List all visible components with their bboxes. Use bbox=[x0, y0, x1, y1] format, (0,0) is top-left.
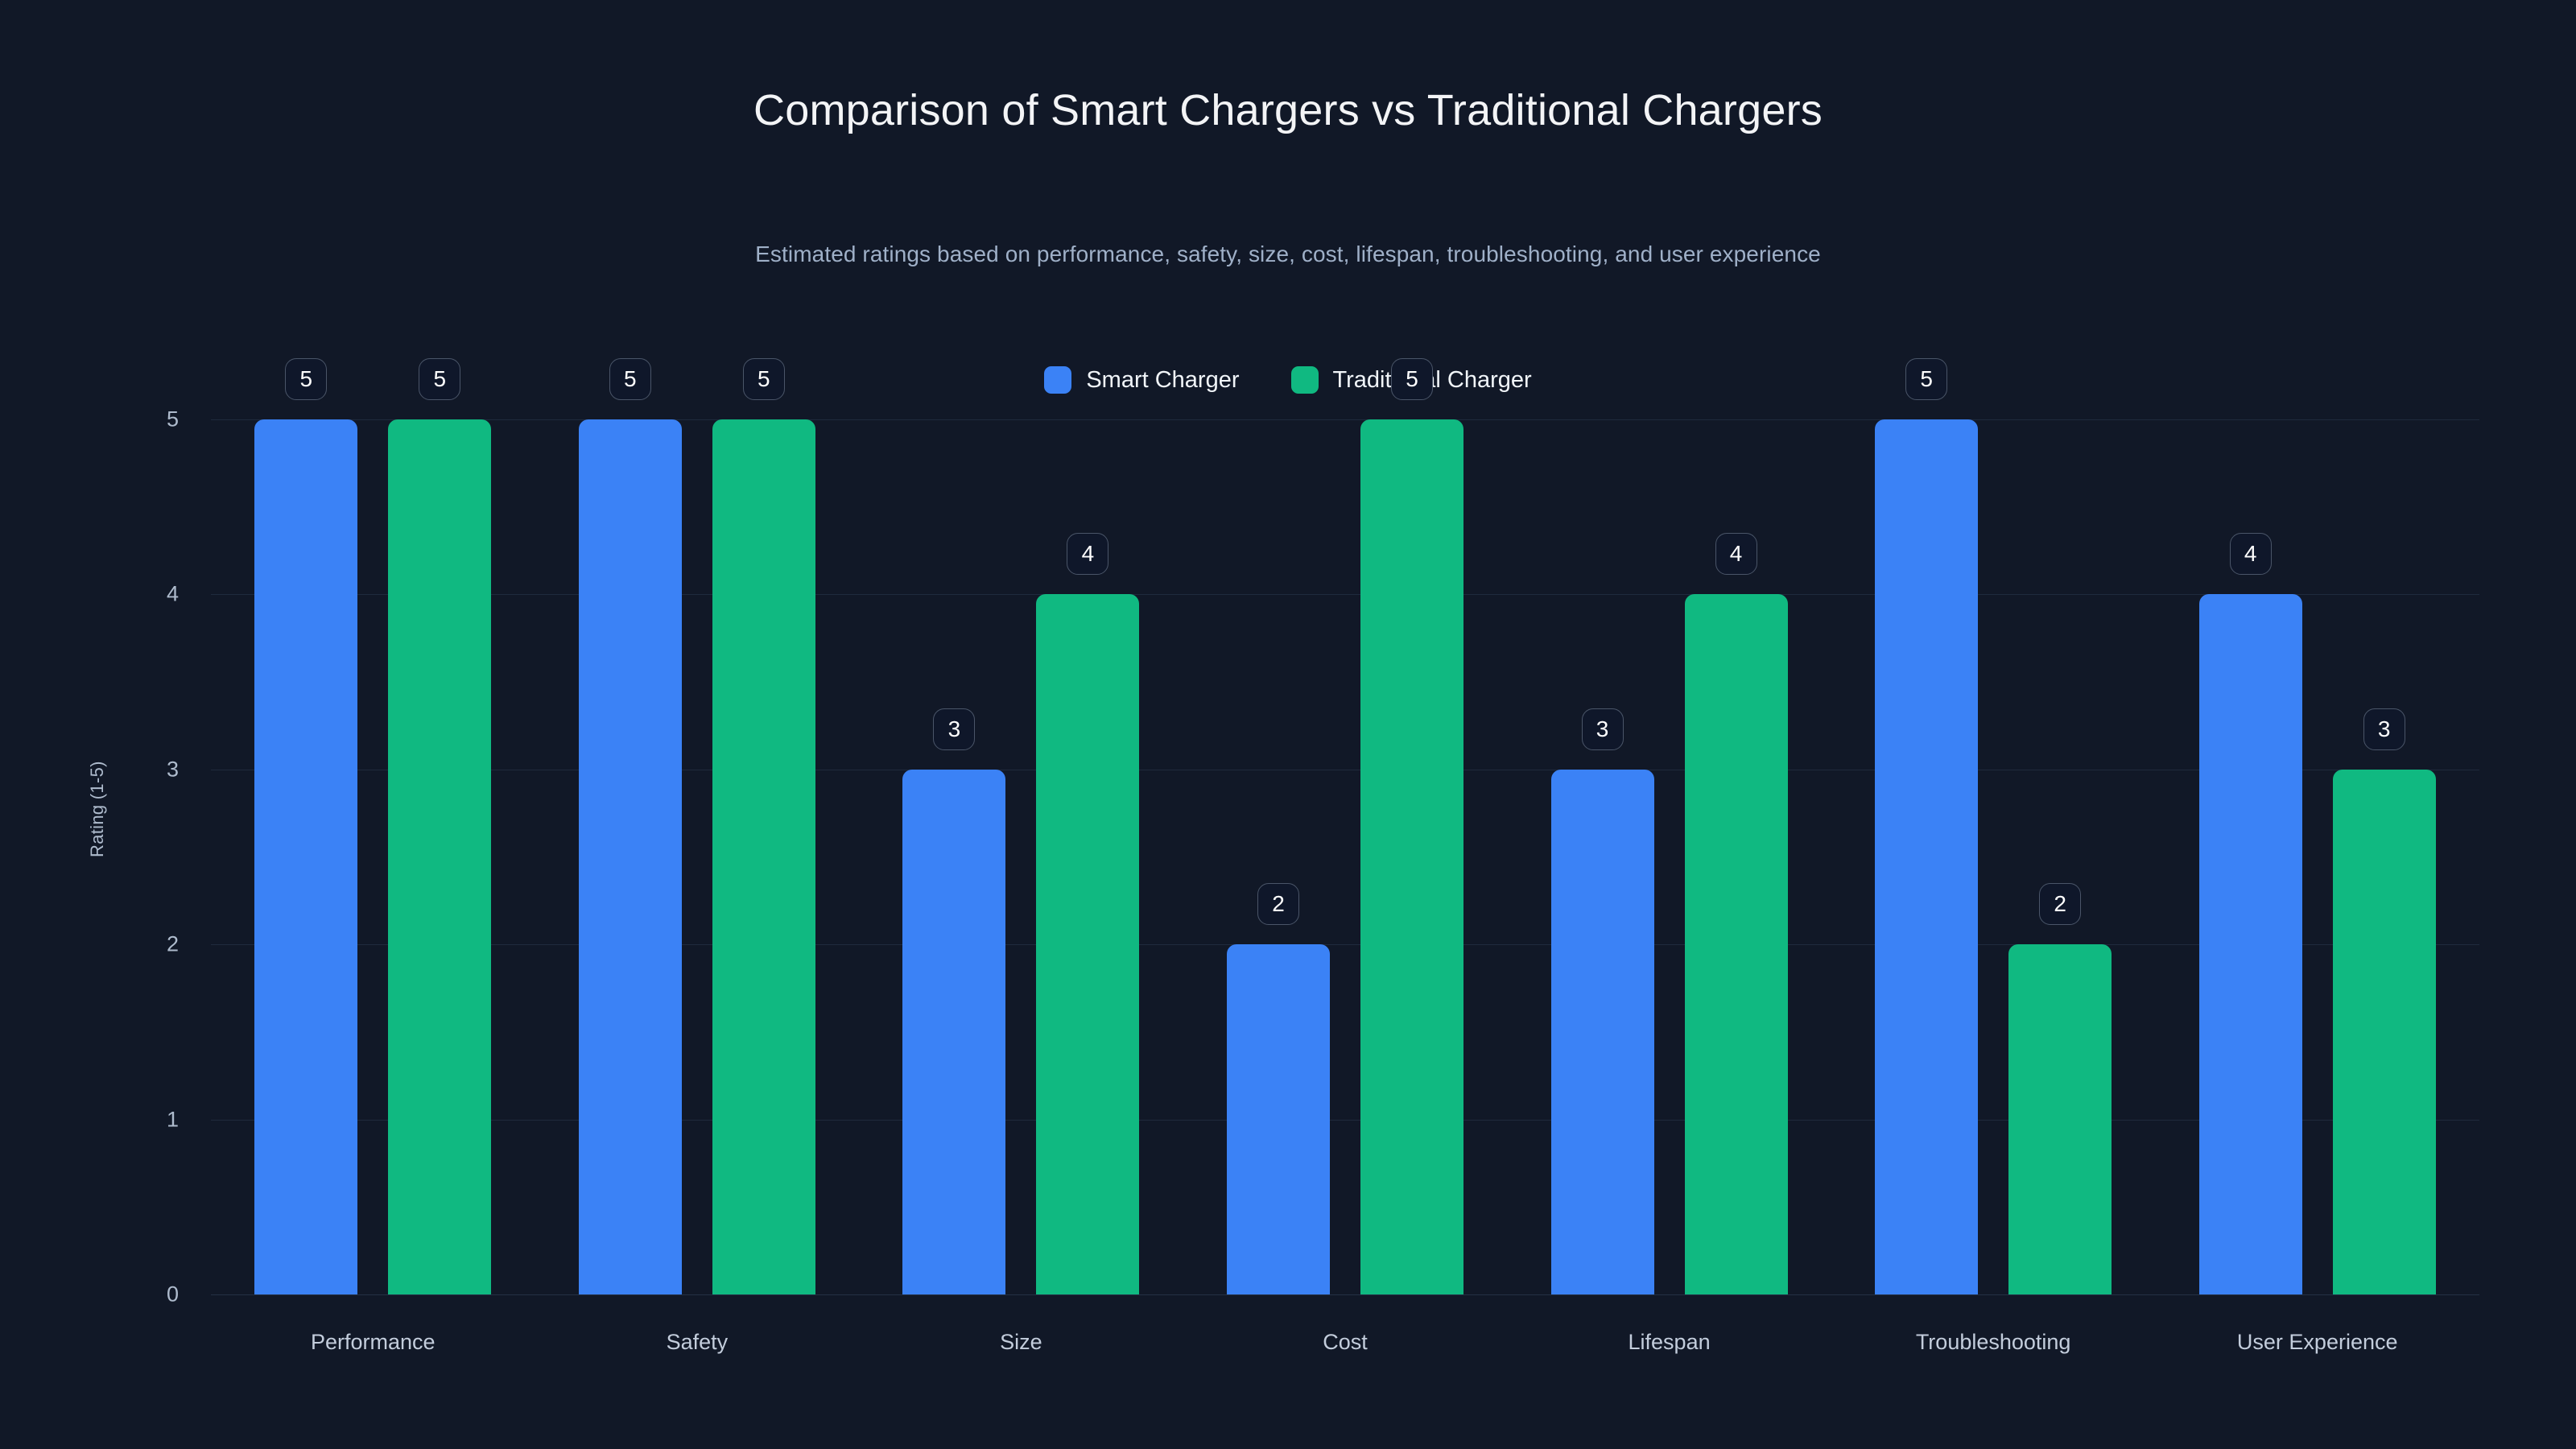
bar-value-badge: 2 bbox=[1257, 883, 1299, 926]
bar-value-badge: 5 bbox=[285, 358, 328, 400]
chart-legend: Smart Charger Traditional Charger bbox=[0, 366, 2576, 394]
plot-area bbox=[211, 419, 2479, 1295]
bar-value-badge: 5 bbox=[609, 358, 651, 400]
bar[interactable] bbox=[578, 419, 682, 1294]
bar[interactable] bbox=[2332, 769, 2436, 1294]
bar-value-badge: 3 bbox=[933, 708, 976, 750]
x-axis-tick-label: Size bbox=[1000, 1330, 1042, 1354]
gridline bbox=[211, 1119, 2479, 1121]
gridline bbox=[211, 944, 2479, 946]
bar[interactable] bbox=[712, 419, 815, 1294]
legend-item-smart-charger[interactable]: Smart Charger bbox=[1044, 366, 1240, 394]
y-axis-tick-label: 3 bbox=[166, 757, 179, 782]
bar-value-badge: 5 bbox=[1391, 358, 1433, 400]
bar[interactable] bbox=[1036, 594, 1140, 1294]
y-axis-tick-label: 2 bbox=[166, 931, 179, 956]
bar-value-badge: 4 bbox=[1715, 533, 1757, 576]
x-axis-tick-label: Safety bbox=[666, 1330, 729, 1354]
bar-value-badge: 3 bbox=[1581, 708, 1624, 750]
x-axis-tick-label: User Experience bbox=[2236, 1330, 2398, 1354]
bar-value-badge: 5 bbox=[742, 358, 785, 400]
chart-title: Comparison of Smart Chargers vs Traditio… bbox=[753, 86, 1823, 134]
bar-value-badge: 4 bbox=[2229, 533, 2272, 576]
legend-label: Smart Charger bbox=[1086, 366, 1240, 393]
gridline bbox=[211, 419, 2479, 420]
y-axis-tick-label: 0 bbox=[166, 1282, 179, 1307]
bar[interactable] bbox=[1227, 944, 1330, 1294]
x-axis-tick-label: Cost bbox=[1323, 1330, 1368, 1354]
bar[interactable] bbox=[1360, 419, 1463, 1294]
gridline bbox=[211, 1294, 2479, 1295]
bar[interactable] bbox=[1550, 769, 1654, 1294]
y-axis-tick-label: 1 bbox=[166, 1107, 179, 1132]
bar[interactable] bbox=[2008, 944, 2112, 1294]
x-axis-tick-label: Lifespan bbox=[1628, 1330, 1711, 1354]
bar-value-badge: 5 bbox=[1905, 358, 1948, 400]
chart-subtitle: Estimated ratings based on performance, … bbox=[755, 242, 1821, 266]
legend-swatch-icon bbox=[1290, 366, 1319, 394]
bar[interactable] bbox=[388, 419, 492, 1294]
legend-swatch-icon bbox=[1044, 366, 1072, 394]
gridline bbox=[211, 594, 2479, 596]
x-axis-tick-label: Performance bbox=[310, 1330, 436, 1354]
x-axis-tick-label: Troubleshooting bbox=[1915, 1330, 2071, 1354]
bar-value-badge: 5 bbox=[419, 358, 461, 400]
bar[interactable] bbox=[1875, 419, 1979, 1294]
bar[interactable] bbox=[2198, 594, 2302, 1294]
bar-value-badge: 3 bbox=[2363, 708, 2405, 750]
bar-value-badge: 2 bbox=[2039, 883, 2082, 926]
bar[interactable] bbox=[902, 769, 1006, 1294]
y-axis-tick-label: 5 bbox=[166, 407, 179, 431]
y-axis-tick-label: 4 bbox=[166, 581, 179, 606]
bar[interactable] bbox=[1684, 594, 1788, 1294]
bar[interactable] bbox=[254, 419, 358, 1294]
bar-value-badge: 4 bbox=[1067, 533, 1109, 576]
